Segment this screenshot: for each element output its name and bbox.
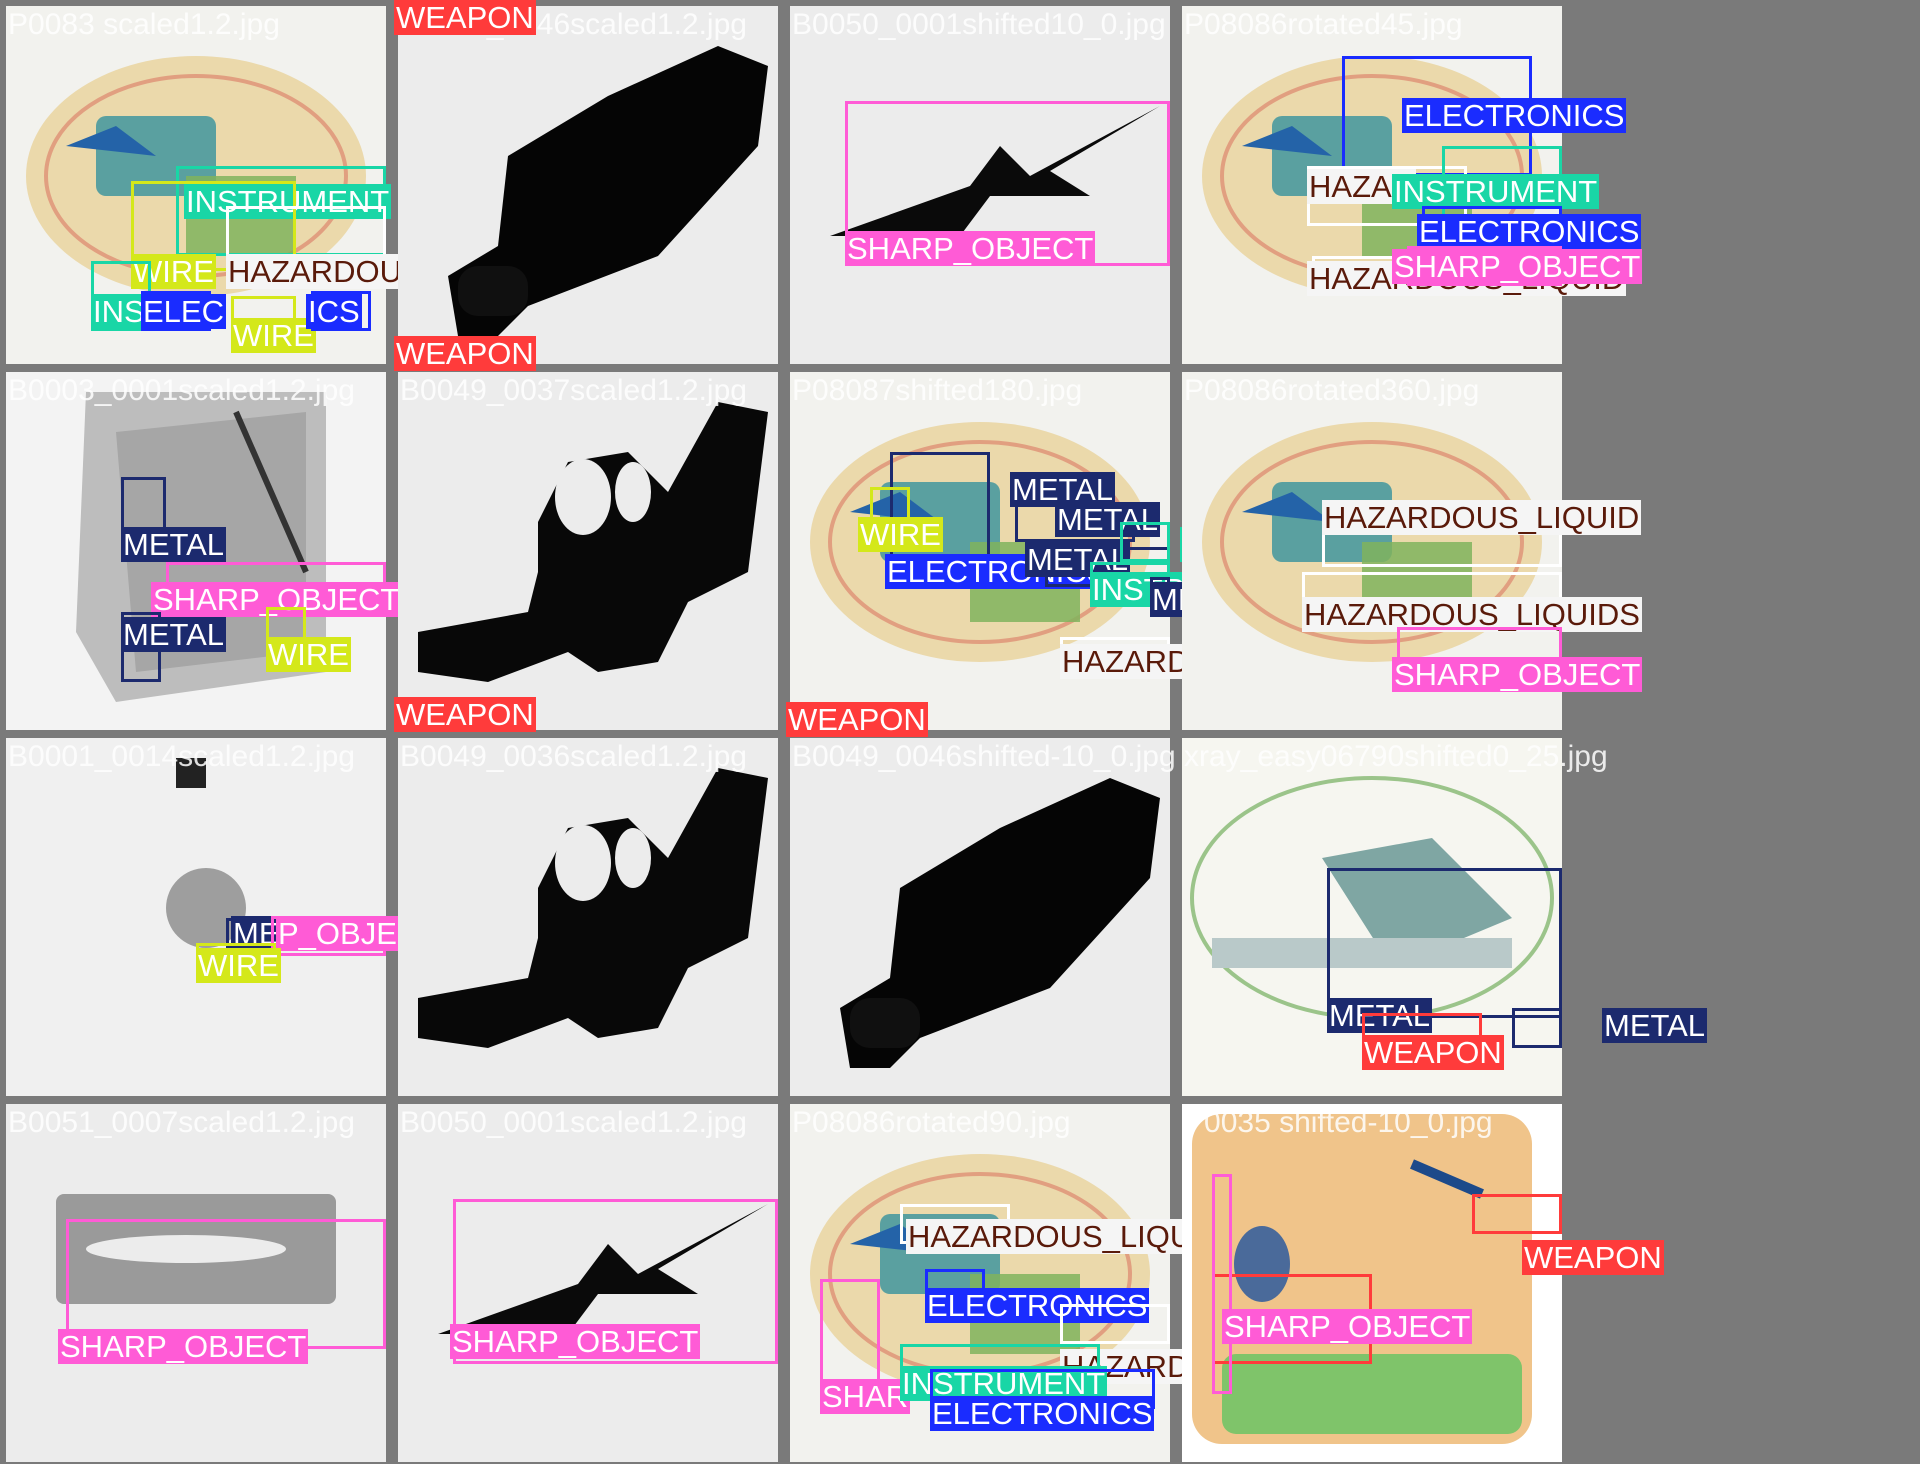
detection-label: WEAPON bbox=[394, 697, 536, 732]
detection-label: SHARP_OBJECT bbox=[1392, 249, 1643, 284]
xray-image bbox=[398, 738, 778, 1096]
detection-label: WEAPON bbox=[394, 336, 536, 371]
detection-label: HAZARDOUS_LIQUID bbox=[1322, 500, 1642, 535]
image-tile: P0083 scaled1.2.jpg INSTRUMENT WIRE HAZARDO… bbox=[6, 6, 546, 364]
detection-box bbox=[1120, 522, 1170, 562]
xray-scan-revolver-grey bbox=[398, 372, 778, 730]
detection-label: SHARP_OBJECT bbox=[151, 582, 402, 617]
detection-label: WIRE bbox=[266, 637, 351, 672]
detection-box bbox=[453, 1199, 778, 1364]
xray-image bbox=[790, 738, 1170, 1096]
detection-label: ICS bbox=[306, 294, 362, 329]
detection-label: METAL bbox=[1602, 1008, 1708, 1043]
image-tile: B0049_0036scaled1.2.jpg bbox=[398, 738, 778, 1096]
detection-label: INS bbox=[91, 294, 147, 329]
detection-label: INSTRUMENT bbox=[1392, 174, 1600, 209]
detection-label: METAL bbox=[121, 617, 227, 652]
xray-image bbox=[398, 1104, 778, 1462]
image-tile: B0049_0037scaled1.2.jpg WEAPON bbox=[394, 372, 778, 732]
detection-label: WIRE bbox=[196, 948, 281, 983]
detection-label: WIRE bbox=[131, 254, 216, 289]
image-tile: B0049_0046shifted-10_0.jpg bbox=[790, 738, 1176, 1096]
detection-label: METAL bbox=[121, 527, 227, 562]
image-tile: P08086rotated360.jpg HAZARDOUS_LIQUID HAZA… bbox=[1182, 372, 1643, 730]
detection-label: ELECTRONICS bbox=[930, 1396, 1155, 1431]
detection-box bbox=[1060, 1304, 1170, 1344]
detection-box bbox=[1512, 1008, 1562, 1048]
detection-label: ELEC bbox=[141, 294, 226, 329]
detection-label: HAZARDOUS_LIQUIDS bbox=[1302, 597, 1642, 632]
detection-label: METAL bbox=[1025, 542, 1131, 577]
xray-scan-scissors-grey bbox=[790, 6, 1170, 364]
image-tile: B0050_0001scaled1.2.jpg SHARP_OBJECT bbox=[398, 1104, 778, 1462]
detection-label: METAL bbox=[1010, 472, 1116, 507]
image-tile: B0003_0001scaled1.2.jpg METAL SHARP_OBJECT… bbox=[6, 372, 402, 730]
xray-scan-scissors-grey bbox=[398, 1104, 778, 1462]
xray-image bbox=[398, 372, 778, 730]
detection-label: WEAPON bbox=[786, 702, 928, 737]
xray-scan-revolver-grey bbox=[398, 738, 778, 1096]
detection-label: SHARP_OBJECT bbox=[450, 1324, 701, 1359]
image-tile: P08087shifted180.jpg METAL METAL WIRE ELECTR… bbox=[786, 372, 1388, 737]
detection-box bbox=[1472, 1194, 1562, 1234]
xray-scan-gun-grey bbox=[398, 6, 778, 364]
detection-label: SHARP_OBJECT bbox=[1392, 657, 1643, 692]
image-tile: B0050_0001shifted10_0.jpg SHARP_OBJECT bbox=[790, 6, 1170, 364]
xray-image bbox=[398, 6, 778, 364]
detection-label: SHAR bbox=[820, 1379, 911, 1414]
detection-box bbox=[1327, 868, 1562, 1018]
detection-label: HAZARDOUS_LIQUID bbox=[906, 1219, 1226, 1254]
detection-label: WEAPON bbox=[1362, 1035, 1504, 1070]
detection-label: SHARP_OBJECT bbox=[845, 231, 1096, 266]
detection-label: ELECTRONICS bbox=[1417, 214, 1642, 249]
image-tile: xray_easy06790shifted0_25.jpg METAL METAL W… bbox=[1182, 738, 1708, 1096]
detection-label: WEAPON bbox=[394, 0, 536, 35]
image-tile: P08086rotated90.jpg HAZARDOUS_LIQUID ELECT… bbox=[790, 1104, 1326, 1462]
xray-scan-gun-grey bbox=[790, 738, 1170, 1096]
detection-label: WEAPON bbox=[1522, 1240, 1664, 1275]
image-tile: P08086rotated45.jpg ELECTRONICS HAZAR INSTR… bbox=[1182, 6, 1643, 364]
detection-box bbox=[1212, 1174, 1232, 1394]
detection-label: ELECTRONICS bbox=[1402, 98, 1627, 133]
detection-label: SHARP_OBJECT bbox=[58, 1329, 309, 1364]
xray-image bbox=[790, 6, 1170, 364]
detection-label: METAL bbox=[1055, 502, 1161, 537]
image-tile: B0049_0046scaled1.2.jpg WEAPON WEAPON bbox=[394, 0, 778, 371]
detection-label: SHARP_OBJECT bbox=[1222, 1309, 1473, 1344]
detection-label: WIRE bbox=[858, 517, 943, 552]
image-tile: P0035 shifted-10_0.jpgWEAPONWEAPONSHARP_… bbox=[1182, 1104, 1664, 1462]
image-tile: B0051_0007scaled1.2.jpg SHARP_OBJECT bbox=[6, 1104, 386, 1462]
detection-label: WIRE bbox=[231, 318, 316, 353]
detection-label: INSTRUMENT bbox=[184, 184, 392, 219]
